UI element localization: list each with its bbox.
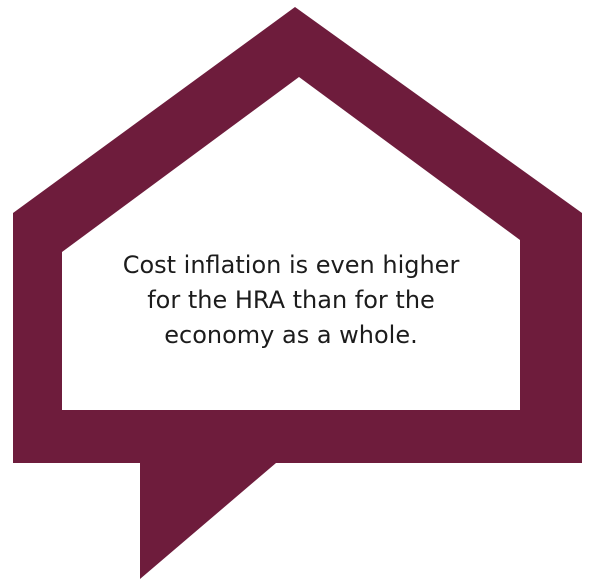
callout-line-1: Cost inflation is even higher <box>122 251 460 279</box>
house-inner-panel <box>62 77 520 410</box>
callout-text: Cost inflation is even higher for the HR… <box>62 248 520 353</box>
callout-line-3: economy as a whole. <box>164 321 418 349</box>
callout-line-2: for the HRA than for the <box>147 286 435 314</box>
